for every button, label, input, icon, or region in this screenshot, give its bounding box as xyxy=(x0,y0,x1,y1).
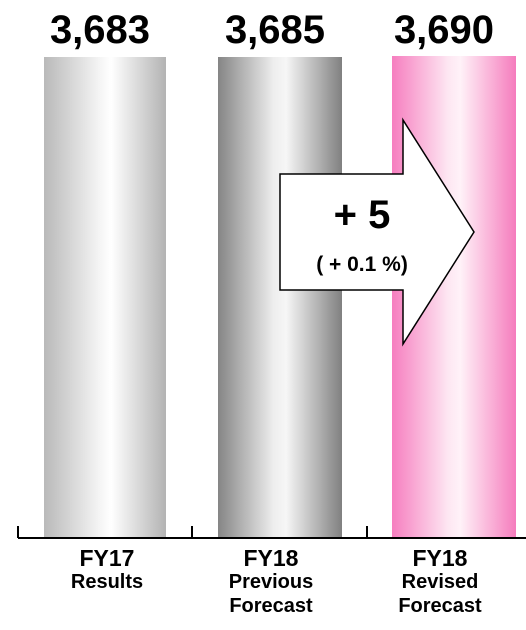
category-year: FY17 xyxy=(79,545,135,571)
bar-fy17-results xyxy=(44,57,166,538)
data-label-fy18-previous: 3,685 xyxy=(224,8,326,52)
change-arrow xyxy=(279,117,475,347)
category-desc: Revised Forecast xyxy=(398,571,482,617)
category-label-fy17-results: FY17 Results xyxy=(27,546,187,594)
category-year: FY18 xyxy=(243,545,299,571)
category-label-fy18-previous: FY18 Previous Forecast xyxy=(191,546,351,618)
bar-fy18-previous-forecast xyxy=(218,57,342,538)
category-desc: Results xyxy=(70,571,144,593)
category-label-fy18-revised: FY18 Revised Forecast xyxy=(360,546,520,618)
category-desc: Previous Forecast xyxy=(228,571,314,617)
change-delta-label: + 5 xyxy=(333,193,391,237)
category-year: FY18 xyxy=(412,545,468,571)
change-percent-label: ( + 0.1 %) xyxy=(316,253,408,276)
data-label-fy17: 3,683 xyxy=(49,8,151,52)
data-label-fy18-revised: 3,690 xyxy=(393,8,495,52)
x-axis xyxy=(17,526,526,539)
